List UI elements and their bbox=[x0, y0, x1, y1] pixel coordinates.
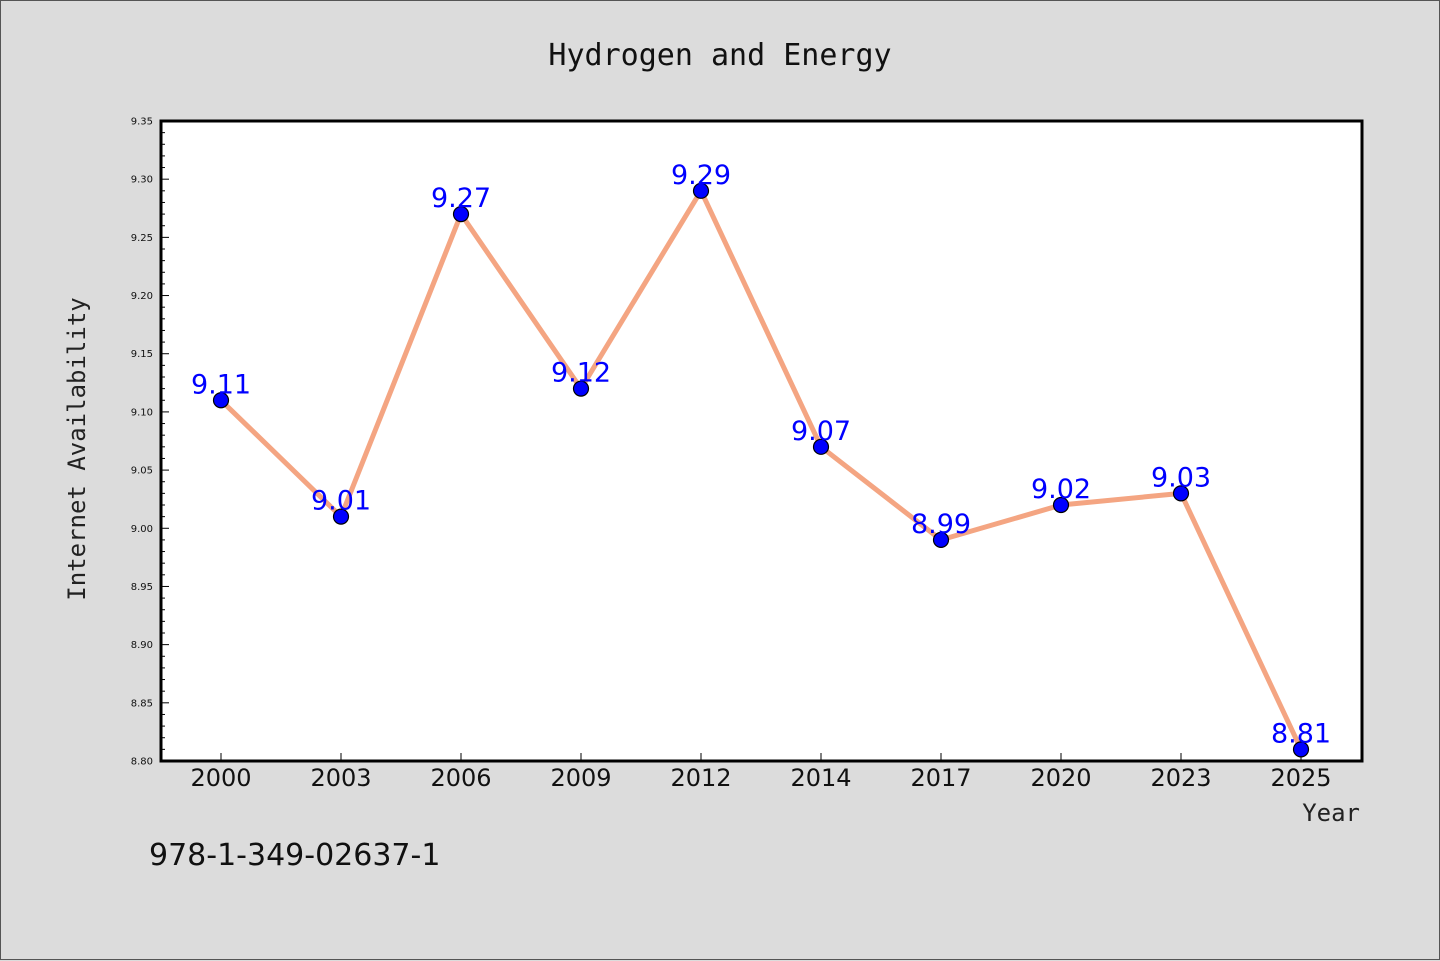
data-label: 9.03 bbox=[1151, 462, 1211, 493]
data-label: 9.02 bbox=[1031, 474, 1091, 505]
y-tick-label: 9.10 bbox=[131, 407, 153, 418]
data-label: 9.07 bbox=[791, 416, 851, 447]
x-tick-label: 2014 bbox=[790, 764, 851, 792]
data-label: 9.27 bbox=[431, 183, 491, 214]
data-point bbox=[812, 438, 830, 455]
data-label-layer: 9.11 9.01 9.27 9.12 9.29 9.07 8.99 9.02 9.03 8.81 bbox=[191, 160, 1331, 750]
y-tick-label: 9.15 bbox=[131, 349, 153, 360]
x-tick-label: 2009 bbox=[550, 764, 611, 792]
series-layer bbox=[212, 182, 1310, 758]
x-tick-label: 2020 bbox=[1030, 764, 1091, 792]
y-axis-ticks: 8.80 8.85 8.90 8.95 9.00 9.05 9.10 9.15 9.20 9.25… bbox=[131, 117, 169, 768]
data-label: 9.29 bbox=[671, 160, 731, 191]
isbn-annotation: 978-1-349-02637-1 bbox=[149, 838, 440, 873]
data-point bbox=[1172, 485, 1190, 502]
series-line bbox=[218, 188, 1304, 752]
y-tick-label: 8.80 bbox=[131, 757, 153, 768]
y-tick-label: 9.20 bbox=[131, 291, 153, 302]
plot-border bbox=[159, 119, 1364, 763]
data-point bbox=[932, 531, 950, 549]
y-tick-label: 9.05 bbox=[131, 466, 153, 477]
x-tick-label: 2012 bbox=[670, 764, 731, 792]
y-tick-label: 9.35 bbox=[131, 117, 153, 128]
data-point bbox=[1052, 496, 1070, 514]
x-tick-label: 2006 bbox=[430, 764, 491, 792]
x-tick-label: 2003 bbox=[310, 764, 371, 792]
y-tick-label: 9.00 bbox=[131, 524, 153, 535]
y-tick-label: 8.95 bbox=[131, 582, 153, 593]
y-tick-label: 9.30 bbox=[131, 175, 153, 186]
x-axis-label: Year bbox=[1302, 799, 1360, 827]
x-tick-label: 2025 bbox=[1270, 764, 1331, 792]
y-tick-label: 9.25 bbox=[131, 233, 153, 244]
data-label: 8.81 bbox=[1271, 718, 1331, 749]
plot-area bbox=[161, 121, 1362, 761]
data-label: 9.01 bbox=[311, 486, 371, 517]
data-point bbox=[1292, 741, 1310, 758]
data-label: 9.11 bbox=[191, 369, 251, 400]
data-point bbox=[332, 508, 350, 525]
x-axis-ticks: 2000 2003 2006 2009 2012 2014 2017 2020 2023 2025 bbox=[190, 753, 1332, 792]
y-axis-label: Internet Availability bbox=[63, 297, 91, 600]
data-label: 8.99 bbox=[911, 509, 971, 540]
y-tick-label: 8.85 bbox=[131, 698, 153, 709]
data-point bbox=[692, 182, 710, 199]
data-point bbox=[452, 205, 470, 223]
data-label: 9.12 bbox=[551, 358, 611, 389]
data-point bbox=[212, 392, 230, 409]
x-tick-label: 2000 bbox=[190, 764, 251, 792]
chart-title: Hydrogen and Energy bbox=[548, 38, 891, 73]
data-point bbox=[572, 380, 590, 397]
y-tick-label: 8.90 bbox=[131, 640, 153, 651]
x-tick-label: 2017 bbox=[910, 764, 971, 792]
x-tick-label: 2023 bbox=[1150, 764, 1211, 792]
